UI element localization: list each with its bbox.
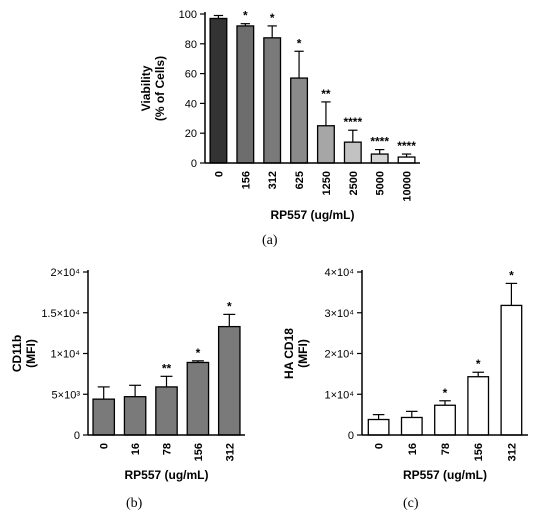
y-tick-label: 0 (74, 430, 80, 442)
x-tick-label: 156 (473, 443, 485, 461)
significance-marker: * (270, 11, 275, 25)
y-tick-label: 80 (185, 39, 197, 51)
x-tick-label: 2500 (348, 171, 360, 195)
x-tick-label: 156 (193, 443, 205, 461)
y-tick-label: 1×10⁴ (50, 349, 80, 361)
x-tick-label: 16 (130, 443, 142, 455)
chart-panel-b: 0 5×10³ 1×10⁴ 1.5×10⁴ 2×10⁴ 0 16 ** 78 * 156 * 312 RP… (0, 262, 275, 487)
bar (123, 396, 147, 436)
bar (263, 37, 282, 164)
y-axis-title: (% of Cells) (153, 56, 167, 121)
x-axis-title: RP557 (ug/mL) (124, 468, 208, 482)
x-tick-label: 16 (407, 443, 419, 455)
significance-marker: **** (370, 135, 389, 149)
y-tick-label: 5×10³ (52, 389, 81, 401)
panel-label-a: (a) (262, 233, 278, 248)
cd11b-chart: 0 5×10³ 1×10⁴ 1.5×10⁴ 2×10⁴ 0 16 ** 78 * 156 * 312 RP… (10, 267, 245, 482)
x-tick-label: 625 (294, 171, 306, 189)
significance-marker: **** (397, 139, 416, 153)
bar (397, 156, 416, 164)
bar (434, 404, 456, 436)
bar (217, 325, 241, 436)
bar (343, 141, 362, 164)
y-tick-label: 0 (348, 430, 354, 442)
bar (467, 376, 490, 436)
y-tick-label: 4×10⁴ (324, 267, 354, 279)
y-tick-label: 1×10⁴ (324, 389, 354, 401)
y-axis-title: (MFI) (296, 339, 310, 368)
bar (500, 304, 523, 436)
x-tick-label: 156 (240, 171, 252, 189)
significance-marker: * (476, 357, 481, 371)
ha-cd18-chart: 0 1×10⁴ 2×10⁴ 3×10⁴ 4×10⁴ 0 16 * 78 * 156 * 312 RP557… (282, 267, 528, 482)
x-axis-title: RP557 (ug/mL) (270, 208, 354, 222)
y-tick-label: 0 (191, 158, 197, 170)
bar (155, 386, 178, 436)
bar (400, 416, 423, 436)
significance-marker: * (196, 346, 201, 360)
x-tick-label: 0 (213, 171, 225, 177)
y-axis-title: (MFI) (24, 339, 38, 368)
x-tick-label: 10000 (402, 171, 414, 202)
y-tick-label: 2×10⁴ (50, 267, 80, 279)
y-tick-label: 2×10⁴ (324, 349, 354, 361)
x-tick-label: 0 (374, 443, 386, 449)
y-tick-label: 1.5×10⁴ (41, 308, 80, 320)
x-tick-label: 78 (162, 443, 174, 455)
y-tick-label: 60 (185, 69, 197, 81)
x-tick-label: 312 (506, 443, 518, 461)
x-tick-label: 0 (99, 443, 111, 449)
significance-marker: ** (162, 361, 172, 375)
significance-marker: ** (321, 87, 331, 101)
bar (290, 77, 309, 164)
significance-marker: * (297, 36, 302, 50)
bar (370, 153, 389, 164)
y-tick-label: 20 (185, 128, 197, 140)
significance-marker: * (509, 268, 514, 282)
viability-chart: 0 20 40 60 80 100 0 * 156 * 312 * 625 ** 1250 **** 2500 *… (139, 9, 420, 222)
chart-panel-c: 0 1×10⁴ 2×10⁴ 3×10⁴ 4×10⁴ 0 16 * 78 * 156 * 312 RP557… (275, 262, 550, 487)
bar (236, 25, 255, 164)
x-tick-label: 312 (267, 171, 279, 189)
bar (92, 398, 116, 436)
panel-label-b: (b) (126, 496, 143, 511)
y-axis-title: CD11b (10, 335, 24, 372)
chart-panel-a: 0 20 40 60 80 100 0 * 156 * 312 * 625 ** 1250 **** 2500 *… (0, 0, 550, 230)
panel-label-c: (c) (403, 496, 419, 511)
x-tick-label: 5000 (375, 171, 387, 195)
significance-marker: * (227, 299, 232, 313)
bar (209, 17, 228, 164)
y-tick-label: 40 (185, 98, 197, 110)
x-axis-title: RP557 (ug/mL) (403, 468, 487, 482)
y-tick-label: 100 (179, 9, 197, 21)
bar (316, 125, 335, 164)
x-tick-label: 312 (224, 443, 236, 461)
x-tick-label: 78 (440, 443, 452, 455)
significance-marker: * (443, 386, 448, 400)
y-tick-label: 3×10⁴ (324, 308, 354, 320)
bar (367, 418, 390, 436)
x-tick-label: 1250 (321, 171, 333, 195)
y-axis-title: HA CD18 (282, 328, 296, 379)
significance-marker: **** (343, 115, 362, 129)
significance-marker: * (243, 9, 248, 23)
bar (186, 361, 210, 436)
y-axis-title: Viability (139, 65, 153, 111)
